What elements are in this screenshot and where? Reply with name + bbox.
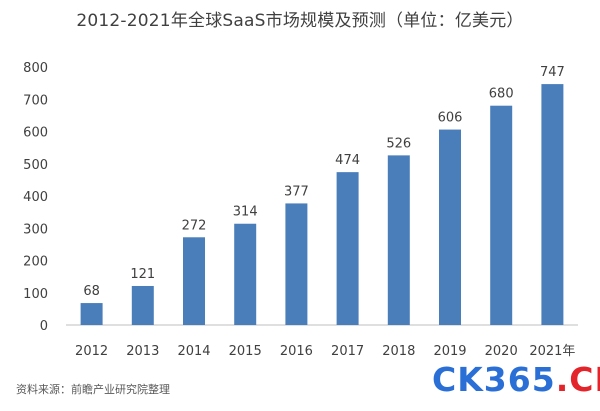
y-tick-label: 100: [23, 287, 48, 302]
bar: [490, 105, 513, 325]
data-label: 526: [386, 136, 411, 151]
y-tick-label: 800: [23, 61, 48, 76]
x-tick-label: 2019: [433, 344, 466, 359]
x-tick-label: 2018: [382, 344, 415, 359]
chart-title: 2012-2021年全球SaaS市场规模及预测（单位：亿美元）: [76, 11, 524, 31]
y-tick-label: 200: [23, 255, 48, 270]
watermark-part1: CK365: [432, 360, 556, 399]
x-tick-label: 2017: [331, 344, 364, 359]
y-tick-label: 300: [23, 222, 48, 237]
watermark-part2: .CN: [555, 360, 600, 399]
x-tick-label: 2021年: [529, 344, 575, 359]
data-label: 68: [83, 284, 100, 299]
bars: 68 121 272 314 377 474 526 606 680 747: [80, 65, 565, 325]
x-tick-label: 2013: [126, 344, 159, 359]
bar: [285, 203, 308, 325]
bar: [234, 223, 257, 325]
data-label: 606: [438, 111, 463, 126]
bar: [183, 237, 205, 325]
data-label: 314: [233, 205, 258, 220]
data-label: 474: [335, 153, 360, 168]
bar: [80, 303, 103, 325]
bar: [131, 285, 154, 325]
y-tick-label: 700: [23, 93, 48, 108]
watermark-logo: CK365.CN: [432, 360, 600, 399]
x-tick-label: 2012: [75, 344, 108, 359]
data-label: 121: [130, 267, 155, 282]
source-note: 资料来源：前瞻产业研究院整理: [16, 383, 170, 396]
x-tick-label: 2020: [485, 344, 518, 359]
x-tick-label: 2015: [229, 344, 262, 359]
data-label: 377: [284, 184, 309, 199]
data-label: 680: [489, 87, 514, 102]
x-tick-label: 2014: [177, 344, 210, 359]
bar: [387, 155, 410, 325]
x-tick-label: 2016: [280, 344, 313, 359]
y-tick-label: 500: [23, 158, 48, 173]
y-tick-label: 600: [23, 126, 48, 141]
bar: [439, 129, 461, 325]
x-axis: 2012 2013 2014 2015 2016 2017 2018 2019 2020 2021…: [75, 344, 575, 359]
bar: [336, 172, 359, 325]
y-tick-label: 0: [40, 319, 48, 334]
data-label: 747: [540, 65, 565, 80]
y-axis: 0 100 200 300 400 500 600 700 800: [23, 61, 48, 334]
data-label: 272: [182, 218, 207, 233]
y-tick-label: 400: [23, 190, 48, 205]
bar: [541, 84, 564, 325]
